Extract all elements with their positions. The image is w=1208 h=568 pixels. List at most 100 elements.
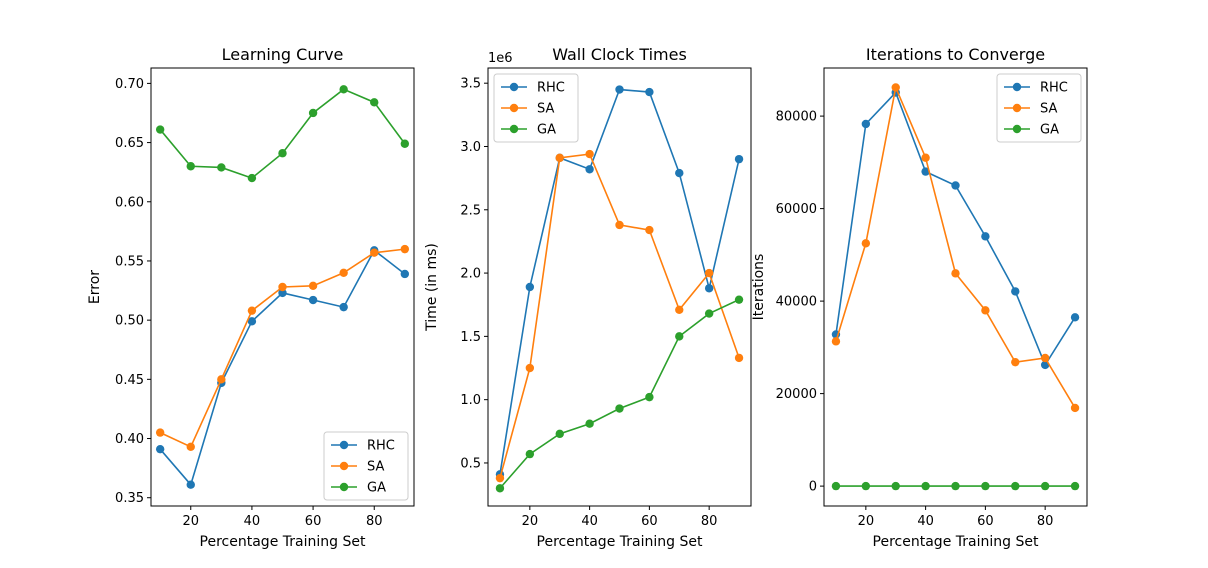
data-point-rhc	[615, 85, 624, 94]
data-point-ga	[247, 173, 257, 183]
legend-label: RHC	[367, 439, 395, 454]
data-point-rhc	[981, 232, 990, 241]
data-point-sa	[247, 306, 257, 315]
legend-label: SA	[537, 102, 554, 117]
chart-title: Wall Clock Times	[552, 45, 687, 64]
x-axis-label: Percentage Training Set	[873, 534, 1039, 550]
data-point-rhc	[645, 87, 654, 97]
data-point-ga	[1070, 481, 1080, 491]
data-point-ga	[1011, 481, 1020, 491]
data-point-ga	[921, 481, 930, 491]
data-point-sa	[278, 282, 287, 292]
legend-swatch-marker	[1012, 82, 1022, 92]
y-tick-label: 1.0	[460, 393, 481, 408]
data-point-ga	[704, 309, 714, 318]
data-point-ga	[585, 419, 594, 428]
y-tick-label: 1.5	[460, 330, 481, 345]
data-point-sa	[308, 281, 318, 291]
chart-title: Iterations to Converge	[866, 45, 1045, 64]
data-point-ga	[525, 449, 535, 459]
data-point-ga	[370, 98, 379, 107]
panel-1: Learning Curve 20 40 60 80 0.35 0.40 0.45 0.50 0.…	[87, 45, 415, 550]
data-point-rhc	[951, 181, 960, 190]
data-point-ga	[555, 429, 564, 439]
data-point-sa	[645, 225, 654, 235]
data-point-ga	[981, 481, 990, 491]
data-point-ga	[339, 85, 348, 94]
legend-swatch-marker	[509, 103, 519, 113]
legend-swatch-marker	[339, 440, 349, 450]
y-tick-label: 0.45	[115, 373, 144, 388]
y-offset-label: 1e6	[488, 51, 513, 66]
data-point-sa	[861, 239, 871, 248]
data-point-rhc	[278, 288, 287, 298]
data-point-ga	[186, 162, 195, 171]
x-axis-label: Percentage Training Set	[537, 534, 703, 550]
data-point-sa	[981, 306, 990, 315]
data-point-rhc	[1070, 313, 1080, 322]
data-point-sa	[734, 353, 744, 363]
data-point-ga	[615, 404, 624, 413]
data-point-rhc	[675, 168, 684, 178]
data-point-sa	[186, 442, 195, 452]
legend-swatch-marker	[1012, 124, 1022, 134]
data-point-rhc	[1011, 287, 1020, 296]
data-point-ga	[155, 125, 165, 134]
data-point-sa	[951, 269, 960, 278]
y-tick-label: 0.40	[115, 432, 144, 447]
data-point-ga	[734, 295, 744, 304]
data-point-rhc	[704, 284, 714, 293]
data-point-ga	[675, 332, 684, 341]
y-tick-label: 0.5	[460, 456, 481, 471]
data-point-ga	[861, 481, 871, 491]
data-point-ga	[495, 484, 505, 493]
data-point-sa	[555, 153, 564, 163]
data-point-rhc	[186, 480, 195, 489]
data-point-ga	[1040, 481, 1050, 491]
data-point-ga	[951, 481, 960, 491]
y-tick-label: 0	[809, 480, 817, 495]
data-point-sa	[675, 305, 684, 314]
x-tick-label: 80	[1037, 514, 1054, 529]
data-point-rhc	[339, 302, 348, 312]
y-axis-label: Error	[87, 270, 103, 304]
data-point-ga	[400, 139, 410, 148]
legend: RHC SA GA	[323, 431, 409, 501]
y-tick-label: 3.0	[460, 140, 481, 155]
data-point-rhc	[525, 282, 535, 292]
data-point-rhc	[734, 154, 744, 164]
x-tick-label: 80	[366, 514, 383, 529]
legend: RHC SA GA	[493, 73, 579, 143]
y-tick-label: 0.55	[115, 254, 144, 269]
legend-label: GA	[1040, 123, 1059, 138]
chart-title: Learning Curve	[222, 45, 344, 64]
legend-label: GA	[367, 481, 386, 496]
data-point-sa	[339, 268, 348, 277]
data-point-sa	[217, 375, 226, 384]
x-tick-label: 60	[305, 514, 322, 529]
data-point-rhc	[585, 165, 594, 174]
data-point-ga	[217, 163, 226, 172]
legend-swatch-marker	[1012, 103, 1022, 113]
x-tick-label: 60	[641, 514, 658, 529]
x-tick-label: 20	[522, 514, 539, 529]
data-point-sa	[1011, 357, 1020, 367]
data-point-ga	[308, 108, 318, 118]
data-point-ga	[891, 481, 900, 491]
data-point-ga	[645, 392, 654, 402]
data-point-rhc	[247, 317, 257, 326]
y-tick-label: 0.50	[115, 314, 144, 329]
x-axis-label: Percentage Training Set	[200, 534, 366, 550]
data-point-sa	[400, 244, 410, 254]
data-point-sa	[525, 363, 535, 373]
y-tick-label: 60000	[776, 202, 817, 217]
legend-label: RHC	[1040, 81, 1068, 96]
y-tick-label: 0.65	[115, 136, 144, 151]
data-point-rhc	[400, 269, 410, 279]
data-point-sa	[831, 337, 841, 346]
legend-label: SA	[367, 460, 384, 475]
data-point-sa	[495, 473, 505, 483]
y-tick-label: 0.60	[115, 195, 144, 210]
data-point-sa	[615, 220, 624, 230]
